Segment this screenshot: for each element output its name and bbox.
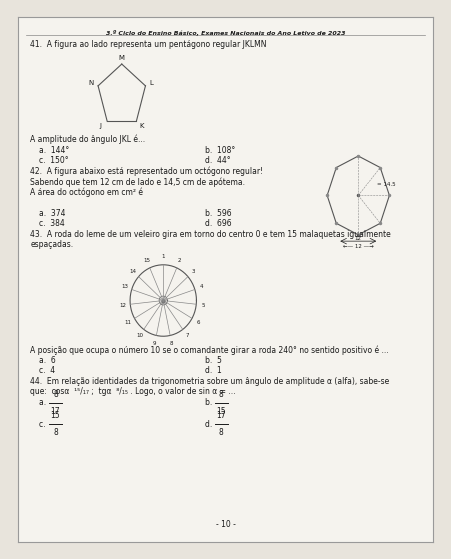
Text: 8: 8 (53, 428, 58, 437)
Text: 8: 8 (170, 341, 174, 346)
Text: J: J (100, 124, 102, 129)
Text: 12: 12 (120, 302, 126, 307)
Text: b.  596: b. 596 (205, 209, 231, 217)
Text: b.  5: b. 5 (205, 356, 221, 364)
Text: espaçadas.: espaçadas. (31, 240, 74, 249)
Text: M: M (119, 55, 125, 61)
Text: A área do octógono em cm² é: A área do octógono em cm² é (31, 187, 143, 197)
Text: d.  1: d. 1 (205, 366, 221, 375)
Text: a.: a. (39, 399, 53, 408)
Text: 13: 13 (121, 285, 128, 290)
Text: 17: 17 (216, 411, 226, 420)
Text: 44.  Em relação identidades da trigonometria sobre um ângulo de amplitude α (alf: 44. Em relação identidades da trigonomet… (31, 377, 390, 386)
Text: 14: 14 (129, 269, 137, 274)
Text: A amplitude do ângulo JKL é...: A amplitude do ângulo JKL é... (31, 135, 146, 144)
Text: c.  150°: c. 150° (39, 156, 69, 165)
Text: 15: 15 (143, 258, 150, 263)
Text: 9: 9 (153, 341, 156, 346)
Text: 3: 3 (192, 269, 195, 274)
Text: L: L (150, 80, 154, 86)
Text: K: K (139, 124, 143, 129)
Text: c.: c. (39, 419, 52, 429)
Text: 5: 5 (202, 302, 206, 307)
Text: d.: d. (205, 419, 219, 429)
Text: 41.  A figura ao lado representa um pentágono regular JKLMN: 41. A figura ao lado representa um pentá… (31, 40, 267, 49)
Text: 7: 7 (185, 333, 189, 338)
Text: 11: 11 (124, 320, 132, 325)
Text: d.  44°: d. 44° (205, 156, 230, 165)
Text: 1: 1 (161, 254, 165, 259)
Text: 43.  A roda do leme de um veleiro gira em torno do centro 0 e tem 15 malaquetas : 43. A roda do leme de um veleiro gira em… (31, 230, 391, 239)
Text: b.: b. (205, 399, 219, 408)
Text: 6: 6 (197, 320, 200, 325)
Text: d.  696: d. 696 (205, 219, 231, 228)
Text: 15: 15 (51, 411, 60, 420)
Text: N: N (88, 80, 93, 86)
Text: a.  374: a. 374 (39, 209, 65, 217)
Text: 17: 17 (51, 406, 60, 416)
Text: a.  144°: a. 144° (39, 145, 69, 154)
Text: 2: 2 (178, 258, 182, 263)
Text: ←— 12 —→: ←— 12 —→ (343, 244, 373, 249)
Text: 3.º Ciclo do Ensino Básico, Exames Nacionais do Ano Letivo de 2023: 3.º Ciclo do Ensino Básico, Exames Nacio… (106, 30, 345, 36)
Text: - 10 -: - 10 - (216, 520, 235, 529)
Text: 4: 4 (200, 285, 204, 290)
Text: 15: 15 (216, 406, 226, 416)
Text: b.  108°: b. 108° (205, 145, 235, 154)
Text: c.  4: c. 4 (39, 366, 55, 375)
Text: A posição que ocupa o número 10 se o comandante girar a roda 240° no sentido pos: A posição que ocupa o número 10 se o com… (31, 345, 389, 354)
Text: Sabendo que tem 12 cm de lado e 14,5 cm de apótema.: Sabendo que tem 12 cm de lado e 14,5 cm … (31, 177, 245, 187)
Text: 10: 10 (136, 333, 143, 338)
Text: 42.  A figura abaixo está representado um octógono regular!: 42. A figura abaixo está representado um… (31, 167, 264, 176)
Text: = 14.5: = 14.5 (377, 182, 396, 187)
Text: c.  384: c. 384 (39, 219, 64, 228)
Text: 8: 8 (53, 390, 58, 399)
Text: 12: 12 (355, 236, 362, 241)
Text: a.  6: a. 6 (39, 356, 55, 364)
Text: 8: 8 (219, 390, 224, 399)
Text: 8: 8 (219, 428, 224, 437)
Text: que:  cosα  ¹⁵/₁₇ ;  tgα  ⁸/₁₅ . Logo, o valor de sin α = ...: que: cosα ¹⁵/₁₇ ; tgα ⁸/₁₅ . Logo, o val… (31, 387, 236, 396)
